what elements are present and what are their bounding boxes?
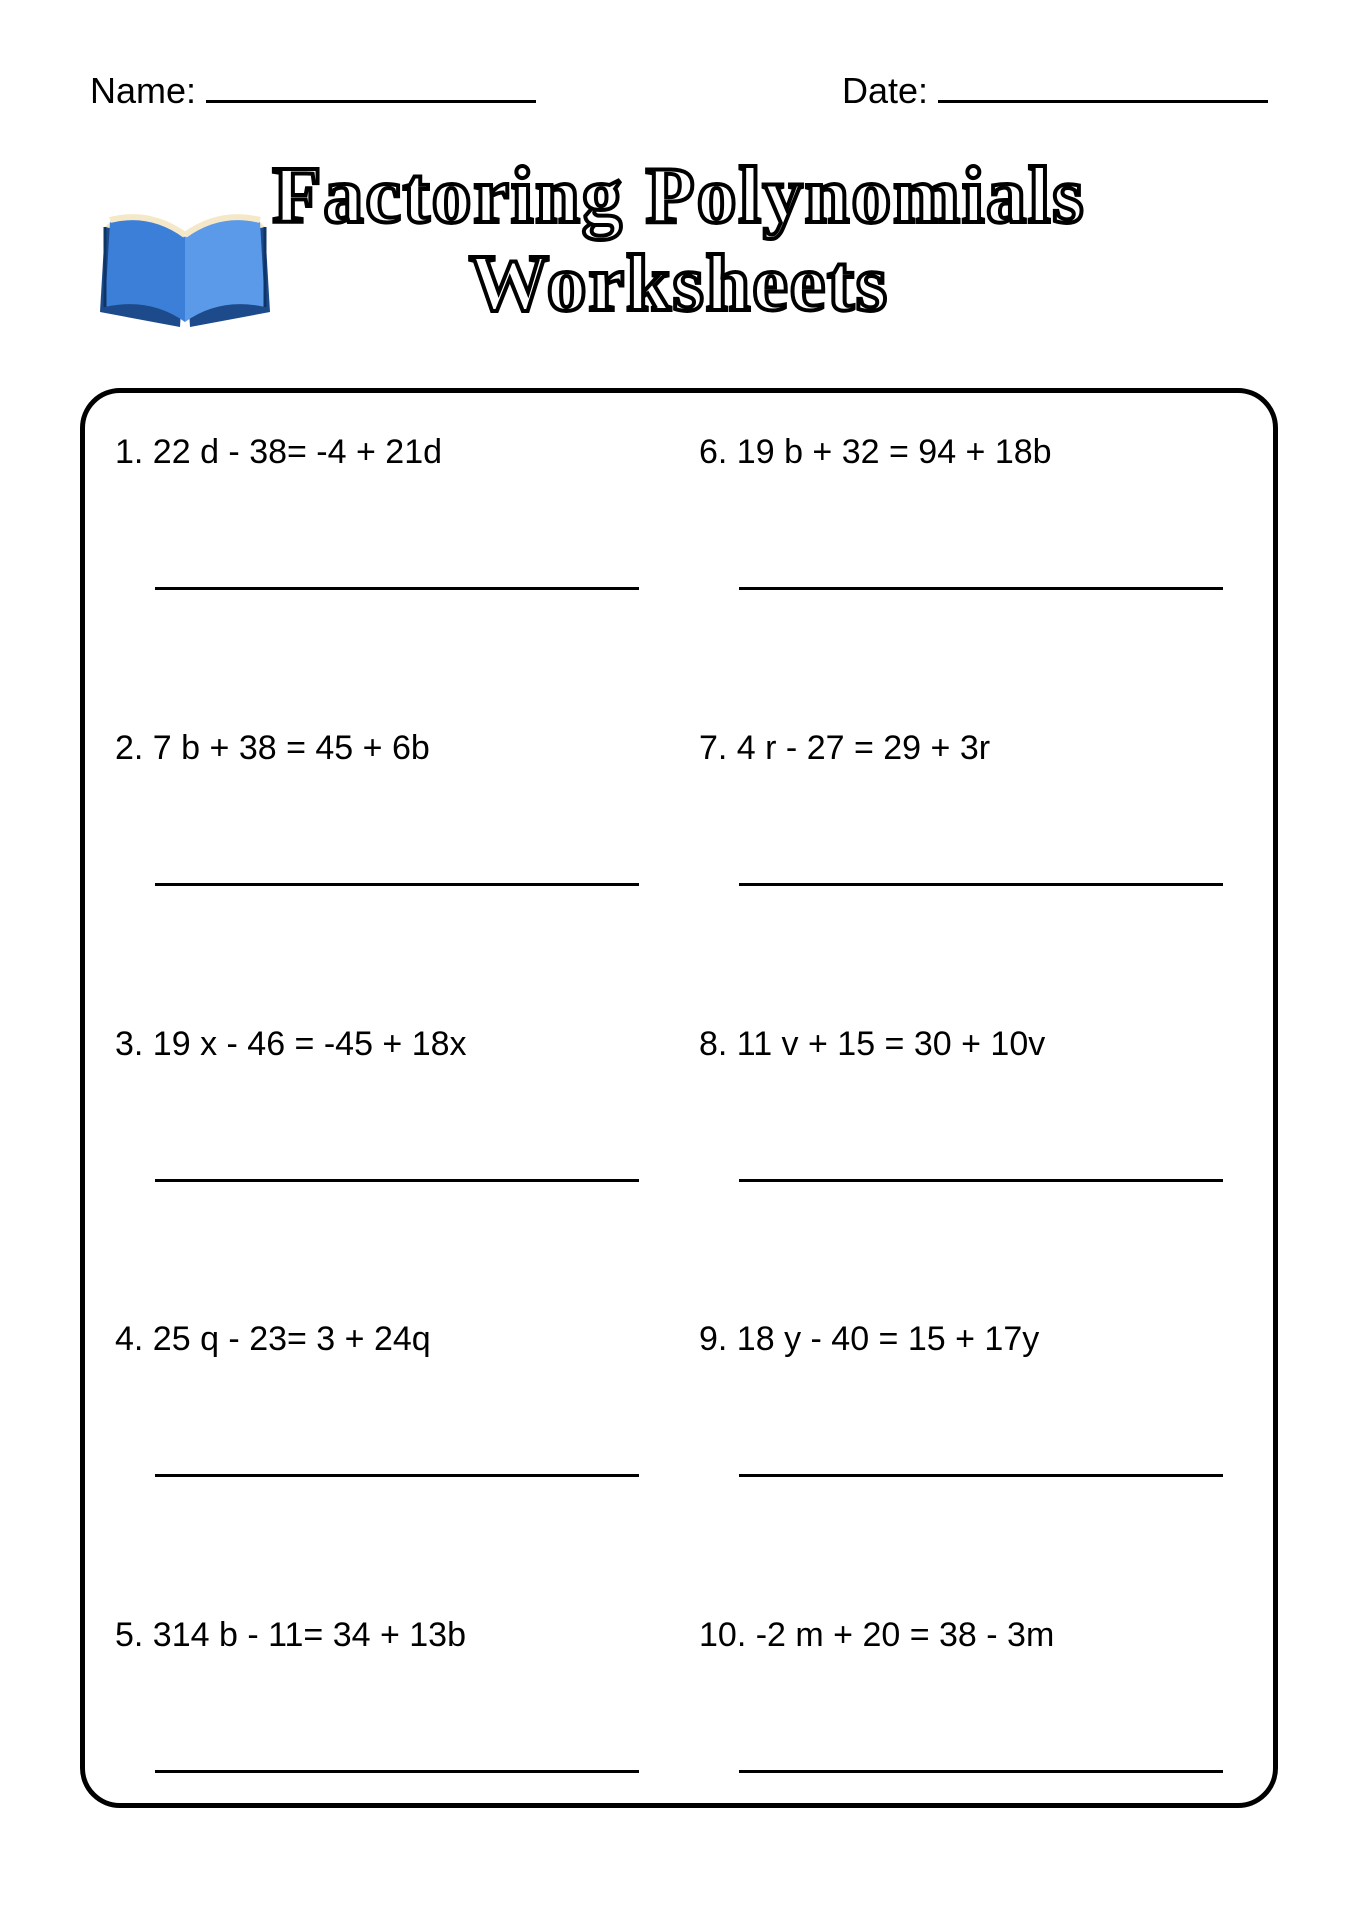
- title-row: Factoring Polynomials Worksheets: [80, 142, 1278, 348]
- problem-text: 2. 7 b + 38 = 45 + 6b: [115, 729, 659, 768]
- problem-item: 4. 25 q - 23= 3 + 24q: [115, 1320, 659, 1477]
- problem-text: 3. 19 x - 46 = -45 + 18x: [115, 1025, 659, 1064]
- problem-text: 5. 314 b - 11= 34 + 13b: [115, 1616, 659, 1655]
- answer-blank-line[interactable]: [739, 1474, 1223, 1477]
- problem-text: 10. -2 m + 20 = 38 - 3m: [699, 1616, 1243, 1655]
- answer-blank-line[interactable]: [739, 883, 1223, 886]
- answer-blank-line[interactable]: [155, 1474, 639, 1477]
- date-field[interactable]: Date:: [842, 70, 1268, 112]
- answer-blank-line[interactable]: [155, 1179, 639, 1182]
- left-column: 1. 22 d - 38= -4 + 21d 2. 7 b + 38 = 45 …: [115, 433, 659, 1773]
- problem-item: 3. 19 x - 46 = -45 + 18x: [115, 1025, 659, 1182]
- problem-item: 5. 314 b - 11= 34 + 13b: [115, 1616, 659, 1773]
- date-label: Date:: [842, 70, 928, 112]
- title-line-2: Worksheets: [272, 240, 1085, 328]
- answer-blank-line[interactable]: [155, 587, 639, 590]
- problem-text: 9. 18 y - 40 = 15 + 17y: [699, 1320, 1243, 1359]
- problem-item: 10. -2 m + 20 = 38 - 3m: [699, 1616, 1243, 1773]
- book-icon: [90, 192, 280, 347]
- answer-blank-line[interactable]: [739, 587, 1223, 590]
- right-column: 6. 19 b + 32 = 94 + 18b 7. 4 r - 27 = 29…: [699, 433, 1243, 1773]
- answer-blank-line[interactable]: [739, 1179, 1223, 1182]
- problem-item: 6. 19 b + 32 = 94 + 18b: [699, 433, 1243, 590]
- header-row: Name: Date:: [80, 70, 1278, 112]
- date-blank-line[interactable]: [938, 73, 1268, 103]
- name-blank-line[interactable]: [206, 73, 536, 103]
- problem-item: 9. 18 y - 40 = 15 + 17y: [699, 1320, 1243, 1477]
- problem-text: 4. 25 q - 23= 3 + 24q: [115, 1320, 659, 1359]
- problem-item: 1. 22 d - 38= -4 + 21d: [115, 433, 659, 590]
- answer-blank-line[interactable]: [155, 883, 639, 886]
- problem-item: 7. 4 r - 27 = 29 + 3r: [699, 729, 1243, 886]
- problem-item: 8. 11 v + 15 = 30 + 10v: [699, 1025, 1243, 1182]
- name-label: Name:: [90, 70, 196, 112]
- problem-text: 8. 11 v + 15 = 30 + 10v: [699, 1025, 1243, 1064]
- problem-columns: 1. 22 d - 38= -4 + 21d 2. 7 b + 38 = 45 …: [115, 433, 1243, 1773]
- problems-container: 1. 22 d - 38= -4 + 21d 2. 7 b + 38 = 45 …: [80, 388, 1278, 1808]
- problem-text: 7. 4 r - 27 = 29 + 3r: [699, 729, 1243, 768]
- answer-blank-line[interactable]: [155, 1770, 639, 1773]
- worksheet-title: Factoring Polynomials Worksheets: [272, 152, 1085, 328]
- name-field[interactable]: Name:: [90, 70, 536, 112]
- title-line-1: Factoring Polynomials: [272, 152, 1085, 240]
- answer-blank-line[interactable]: [739, 1770, 1223, 1773]
- problem-text: 6. 19 b + 32 = 94 + 18b: [699, 433, 1243, 472]
- problem-text: 1. 22 d - 38= -4 + 21d: [115, 433, 659, 472]
- problem-item: 2. 7 b + 38 = 45 + 6b: [115, 729, 659, 886]
